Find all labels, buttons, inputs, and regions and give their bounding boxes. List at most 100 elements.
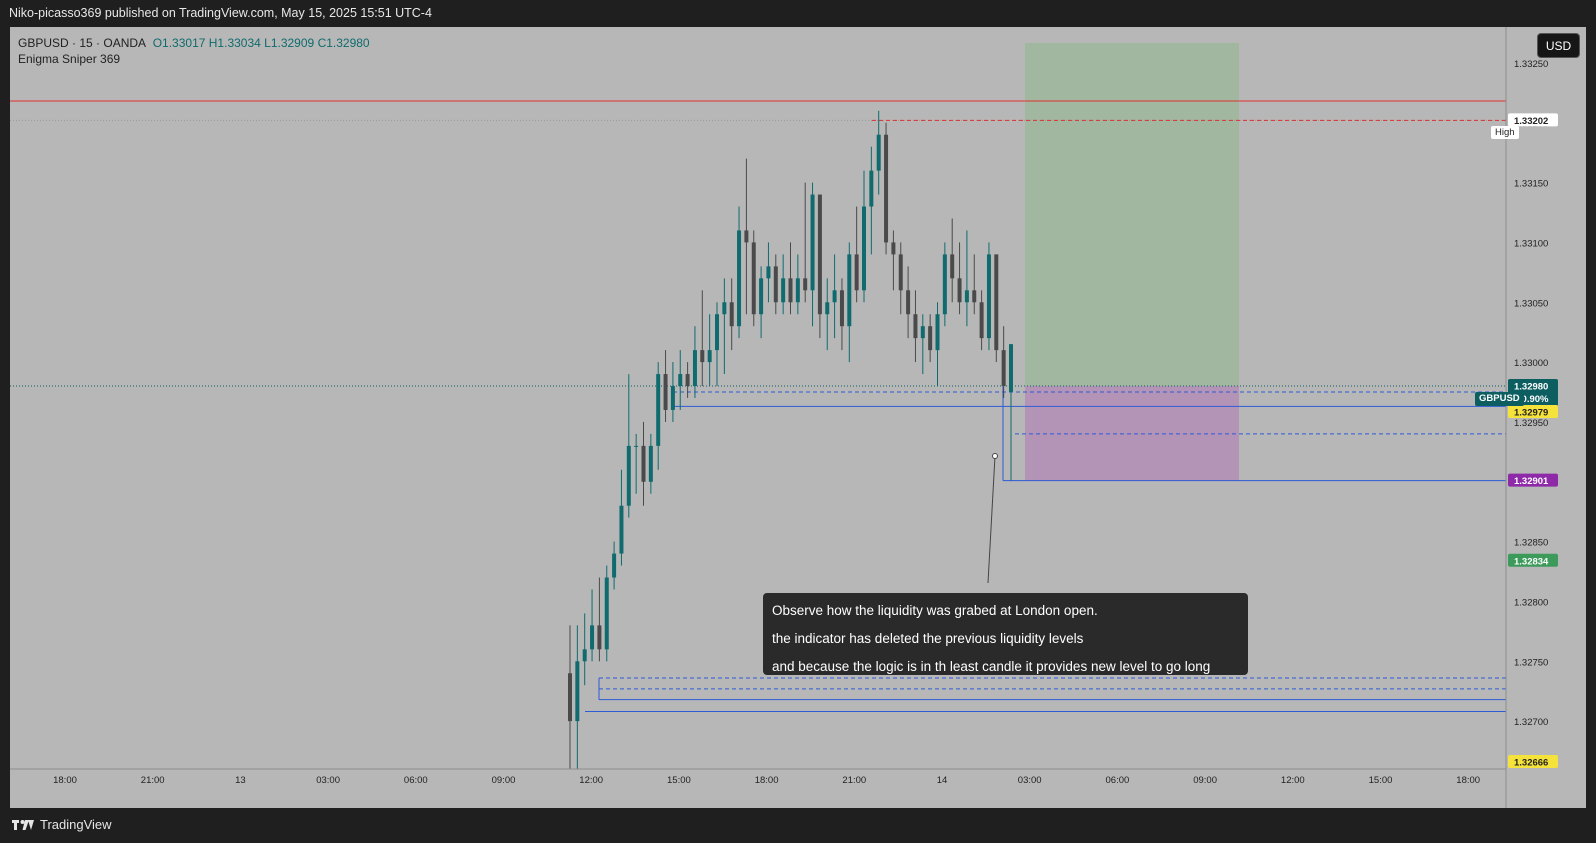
- candle-body: [964, 290, 969, 303]
- chart-legend: GBPUSD · 15 · OANDA O1.33017 H1.33034 L1…: [18, 35, 370, 67]
- chart-area[interactable]: 1.332501.332001.331501.331001.330501.330…: [10, 27, 1586, 808]
- candle-body: [700, 350, 705, 363]
- price-chart[interactable]: 1.332501.332001.331501.331001.330501.330…: [10, 27, 1586, 808]
- footer-bar: TradingView: [0, 808, 1596, 843]
- time-tick-label: 09:00: [1193, 775, 1217, 786]
- candle-body: [641, 445, 646, 482]
- candle-body: [795, 278, 800, 303]
- low-value: L1.32909: [264, 36, 315, 50]
- candle-body: [781, 278, 786, 303]
- candle-body: [663, 374, 668, 410]
- time-tick-label: 13: [235, 775, 246, 786]
- price-label-value: 1.32666: [1514, 758, 1548, 769]
- price-change-label: +0.90%: [1516, 394, 1549, 405]
- candle-body: [656, 374, 661, 446]
- candle-body: [568, 673, 572, 722]
- annotation-callout[interactable]: Observe how the liquidity was grabed at …: [763, 593, 1248, 675]
- candle-body: [634, 445, 639, 447]
- price-label-yellow: [1508, 755, 1558, 768]
- high-tag: High: [1491, 126, 1519, 139]
- candle-body: [803, 278, 808, 291]
- candle-body: [913, 314, 918, 339]
- time-tick-label: 09:00: [492, 775, 516, 786]
- candle-body: [759, 278, 764, 315]
- price-label-value: 1.32901: [1514, 476, 1549, 487]
- candle-body: [884, 134, 889, 243]
- time-tick-label: 18:00: [53, 775, 77, 786]
- candle-body: [986, 254, 991, 339]
- time-tick-label: 21:00: [141, 775, 165, 786]
- candle-body: [1009, 344, 1013, 393]
- candle-body: [854, 254, 859, 291]
- candle-body: [994, 254, 999, 351]
- price-tick-label: 1.33100: [1514, 238, 1548, 249]
- candle-body: [626, 445, 631, 506]
- time-tick-label: 14: [937, 775, 948, 786]
- candle-body: [876, 134, 881, 171]
- candle-body: [847, 254, 852, 327]
- candle-body: [942, 254, 947, 315]
- candle-body: [979, 302, 984, 339]
- candle-body: [612, 553, 617, 578]
- candle-body: [906, 290, 911, 315]
- annotation-line-2: the indicator has deleted the previous l…: [772, 631, 1084, 646]
- time-tick-label: 03:00: [1018, 775, 1042, 786]
- candle-body: [685, 374, 690, 387]
- candle-body: [817, 194, 822, 315]
- candle-body: [604, 577, 609, 650]
- candle-body: [737, 230, 742, 327]
- candle-body: [825, 302, 830, 315]
- candle-body: [722, 302, 727, 315]
- indicator-name[interactable]: Enigma Sniper 369: [18, 52, 121, 66]
- candle-body: [1001, 350, 1006, 387]
- price-label-value: 1.32834: [1514, 556, 1549, 567]
- candle-body: [928, 326, 933, 351]
- price-label-green: [1508, 553, 1558, 567]
- price-tick-label: 1.33050: [1514, 298, 1548, 309]
- candle-body: [597, 625, 602, 650]
- price-tick-label: 1.33150: [1514, 179, 1548, 190]
- candle-body: [766, 266, 771, 279]
- price-tick-label: 1.32700: [1514, 717, 1548, 728]
- open-value: O1.33017: [152, 36, 206, 50]
- price-tick-label: 1.32750: [1514, 657, 1548, 668]
- symbol-line[interactable]: GBPUSD · 15 · OANDA: [18, 36, 147, 50]
- price-label-yellow: [1508, 405, 1558, 419]
- tradingview-logo-icon: [12, 819, 34, 830]
- candle-body: [920, 326, 925, 339]
- candle-body: [648, 445, 653, 482]
- candle-body: [729, 302, 734, 327]
- candle-body: [751, 242, 756, 315]
- candle-body: [869, 170, 874, 207]
- annotation-anchor: [992, 453, 998, 459]
- annotation-line-1: Observe how the liquidity was grabed at …: [772, 603, 1098, 618]
- price-tick-label: 1.33250: [1514, 59, 1548, 70]
- candle-body: [950, 254, 955, 279]
- price-tick-label: 1.33000: [1514, 358, 1548, 369]
- publish-line: Niko-picasso369 published on TradingView…: [9, 6, 432, 20]
- candle-body: [575, 661, 580, 722]
- time-tick-label: 06:00: [404, 775, 428, 786]
- tradingview-logo[interactable]: TradingView: [12, 817, 112, 832]
- candle-body: [810, 194, 815, 291]
- candle-body: [744, 230, 749, 243]
- time-tick-label: 18:00: [1456, 775, 1480, 786]
- price-tick-label: 1.32950: [1514, 418, 1548, 429]
- candle-body: [839, 290, 844, 327]
- candle-body: [619, 505, 624, 554]
- annotation-line-3: and because the logic is in th least can…: [772, 659, 1211, 674]
- loss-zone: [1025, 386, 1239, 481]
- candle-body: [670, 386, 675, 410]
- price-label-value: 1.33202: [1514, 116, 1548, 127]
- candle-body: [832, 290, 837, 303]
- price-label-value: 1.32979: [1514, 408, 1548, 419]
- brand-name: TradingView: [40, 817, 112, 832]
- currency-button[interactable]: USD: [1537, 33, 1580, 58]
- time-tick-label: 06:00: [1106, 775, 1130, 786]
- candle-body: [957, 278, 962, 303]
- price-tick-label: 1.32850: [1514, 538, 1548, 549]
- time-tick-label: 12:00: [579, 775, 603, 786]
- price-tick-label: 1.32800: [1514, 597, 1548, 608]
- time-tick-label: 15:00: [1369, 775, 1393, 786]
- time-tick-label: 18:00: [755, 775, 779, 786]
